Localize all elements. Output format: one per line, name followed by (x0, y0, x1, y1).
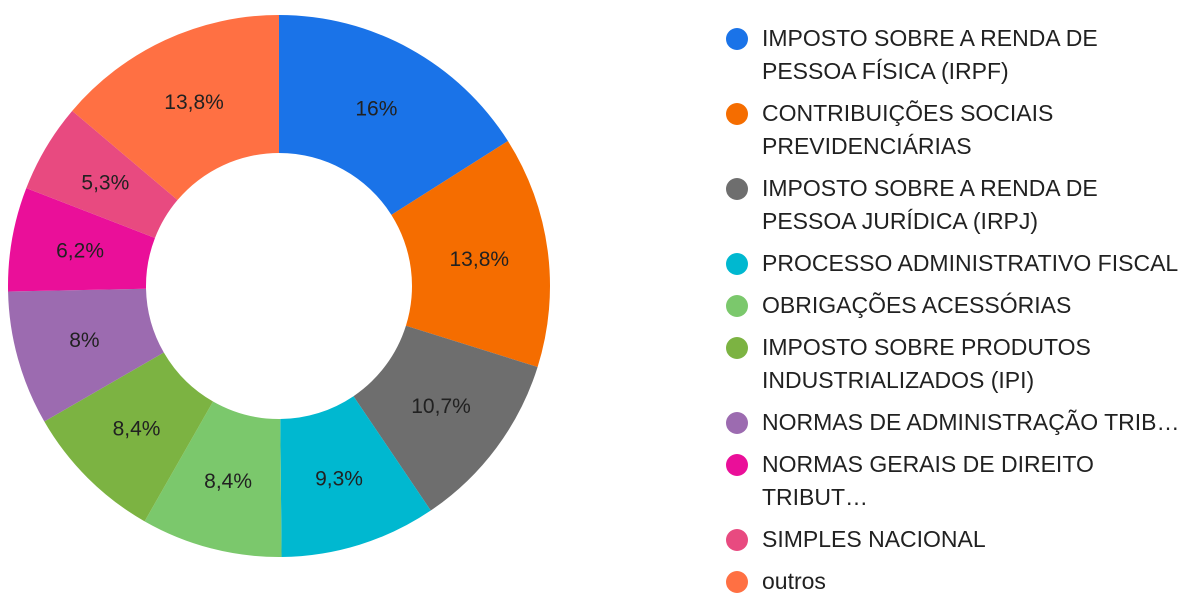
donut-slice (8, 188, 155, 292)
donut-slice (353, 325, 538, 511)
legend-item: IMPOSTO SOBRE PRODUTOS INDUSTRIALIZADOS … (726, 331, 1196, 397)
legend-label: outros (762, 568, 826, 594)
legend-item: OBRIGAÇÕES ACESSÓRIAS (726, 289, 1196, 322)
legend-swatch (726, 103, 748, 125)
legend-swatch (726, 178, 748, 200)
legend-label: NORMAS DE ADMINISTRAÇÃO TRIB… (762, 409, 1180, 435)
legend-item: NORMAS GERAIS DE DIREITO TRIBUT… (726, 448, 1196, 514)
donut-slice (391, 141, 550, 367)
legend-swatch (726, 412, 748, 434)
donut-slice (144, 401, 282, 557)
slice-value-label: 8% (69, 329, 99, 352)
donut-slices (8, 15, 550, 557)
slice-value-label: 5,3% (81, 171, 129, 194)
legend-swatch (726, 337, 748, 359)
legend-swatch (726, 571, 748, 593)
donut-slice (279, 15, 508, 215)
donut-slice (280, 396, 431, 557)
legend-label: CONTRIBUIÇÕES SOCIAIS PREVIDENCIÁRIAS (762, 100, 1054, 159)
donut-value-labels: 16% 13,8% 10,7% 9,3% 8,4% 8,4% 8% 6,2% 5,3% 13,8% (56, 91, 509, 493)
legend-item: SIMPLES NACIONAL (726, 523, 1196, 556)
legend-swatch (726, 454, 748, 476)
legend-swatch (726, 253, 748, 275)
legend-item: IMPOSTO SOBRE A RENDA DE PESSOA FÍSICA (… (726, 22, 1196, 88)
legend-label: IMPOSTO SOBRE PRODUTOS INDUSTRIALIZADOS … (762, 334, 1091, 393)
donut-slice (72, 15, 280, 201)
legend-item: IMPOSTO SOBRE A RENDA DE PESSOA JURÍDICA… (726, 172, 1196, 238)
slice-value-label: 8,4% (113, 418, 161, 441)
legend-swatch (726, 295, 748, 317)
legend-item: NORMAS DE ADMINISTRAÇÃO TRIB… (726, 406, 1196, 439)
slice-value-label: 8,4% (204, 470, 252, 493)
legend-item: PROCESSO ADMINISTRATIVO FISCAL (726, 247, 1196, 280)
legend-label: PROCESSO ADMINISTRATIVO FISCAL (762, 250, 1179, 276)
slice-value-label: 10,7% (411, 395, 471, 418)
legend-label: IMPOSTO SOBRE A RENDA DE PESSOA JURÍDICA… (762, 175, 1098, 234)
legend-label: SIMPLES NACIONAL (762, 526, 986, 552)
legend-label: NORMAS GERAIS DE DIREITO TRIBUT… (762, 451, 1094, 510)
donut-slice (8, 288, 164, 422)
legend-item: outros (726, 565, 1196, 598)
slice-value-label: 9,3% (315, 467, 363, 490)
slice-value-label: 16% (355, 98, 397, 121)
donut-chart: 16% 13,8% 10,7% 9,3% 8,4% 8,4% 8% 6,2% 5,3% 13,8% (8, 15, 550, 557)
donut-slice (26, 110, 178, 238)
slice-value-label: 13,8% (450, 248, 510, 271)
donut-slice (44, 352, 214, 522)
legend-label: OBRIGAÇÕES ACESSÓRIAS (762, 292, 1072, 318)
slice-value-label: 13,8% (164, 91, 224, 114)
legend-label: IMPOSTO SOBRE A RENDA DE PESSOA FÍSICA (… (762, 25, 1098, 84)
legend-item: CONTRIBUIÇÕES SOCIAIS PREVIDENCIÁRIAS (726, 97, 1196, 163)
legend-swatch (726, 28, 748, 50)
slice-value-label: 6,2% (56, 239, 104, 262)
legend-swatch (726, 529, 748, 551)
chart-legend: IMPOSTO SOBRE A RENDA DE PESSOA FÍSICA (… (726, 22, 1196, 607)
